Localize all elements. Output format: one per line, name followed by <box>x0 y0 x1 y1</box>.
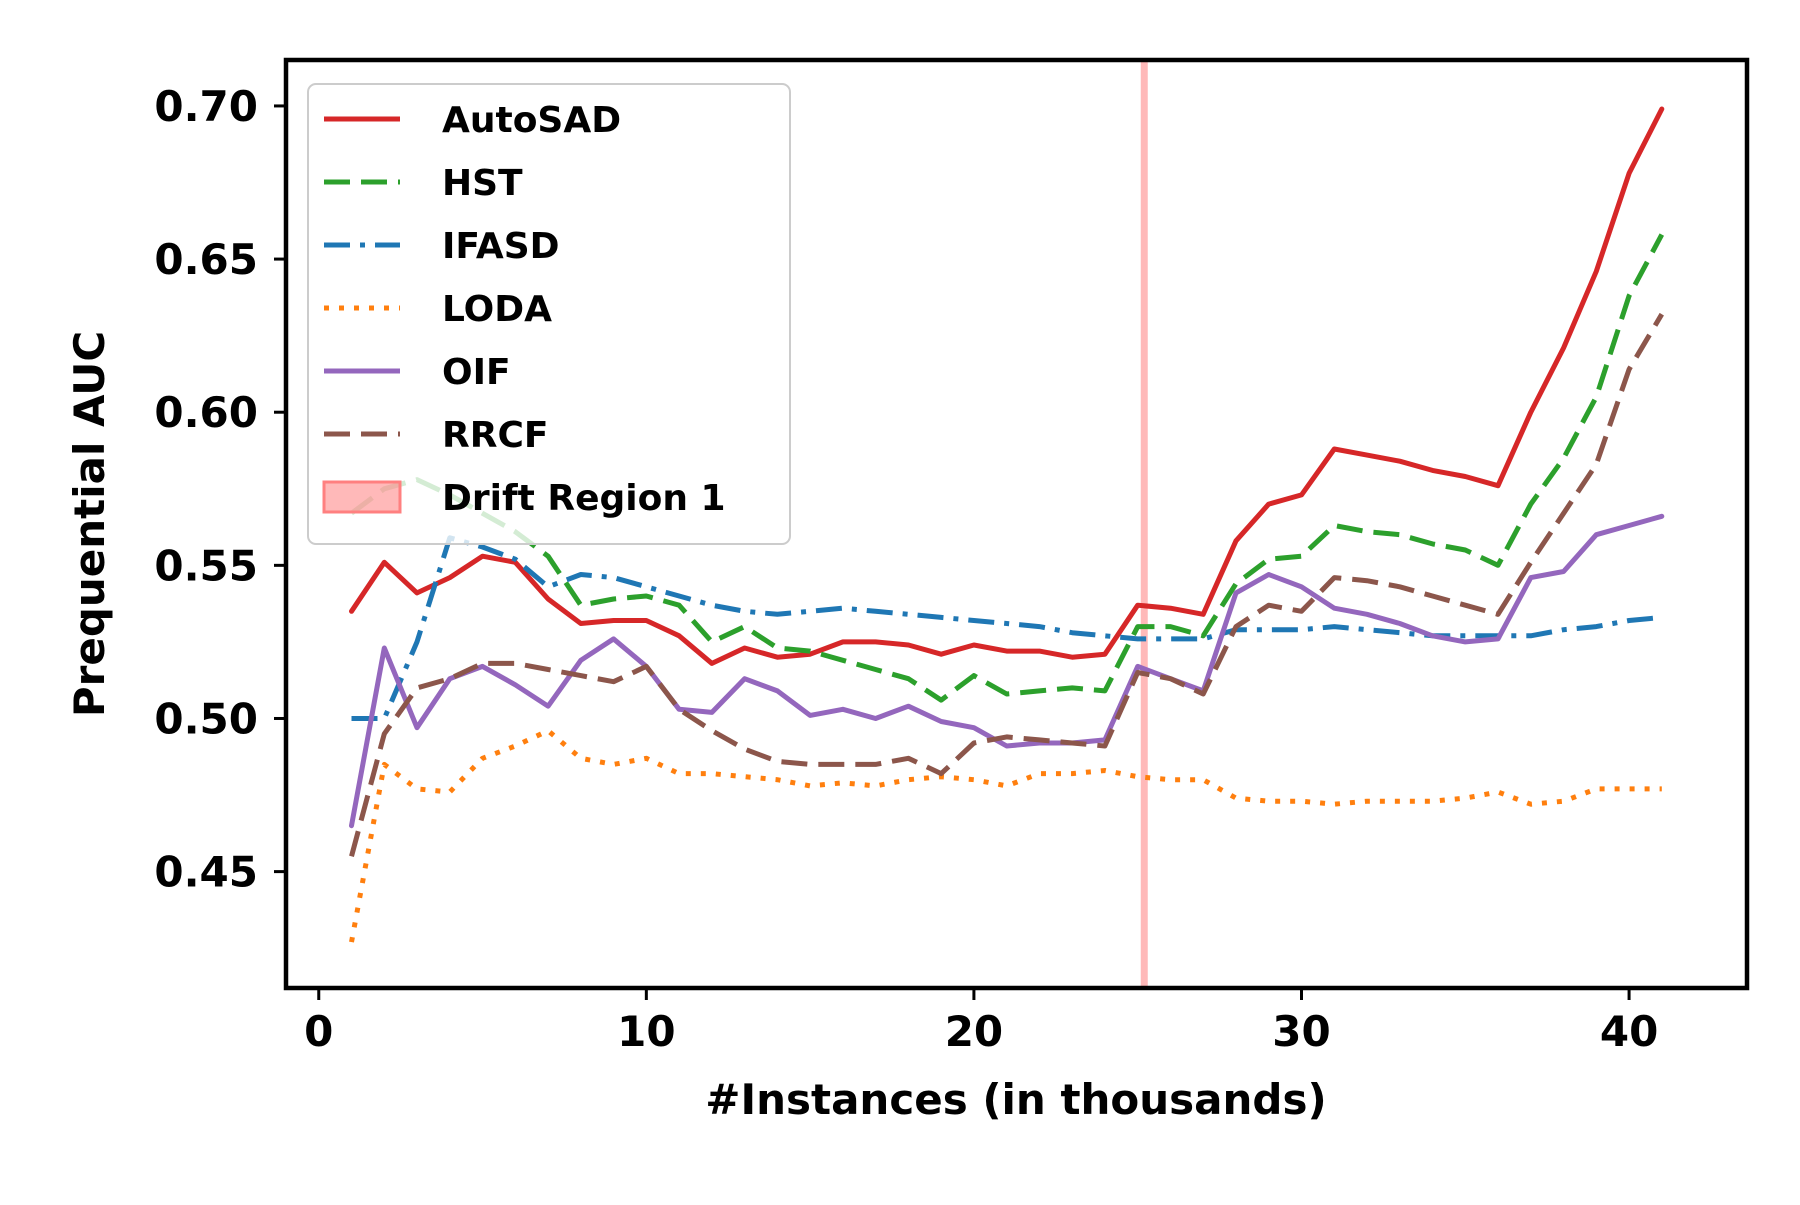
x-tick-label: 20 <box>945 1007 1003 1056</box>
y-tick-label: 0.50 <box>154 694 258 743</box>
series-line-autosad <box>349 106 1665 666</box>
legend: AutoSAD HST IFASD LODA OIF RRCF Drift Region 1 <box>307 83 791 545</box>
legend-label-oif: OIF <box>442 352 511 393</box>
legend-swatch-drift-region <box>322 480 402 514</box>
legend-label-rrcf: RRCF <box>442 415 548 456</box>
x-axis-label: #Instances (in thousands) <box>705 1075 1326 1124</box>
y-tick-label: 0.65 <box>154 235 258 284</box>
x-tick-label: 0 <box>304 1007 333 1056</box>
x-tick-label: 10 <box>617 1007 675 1056</box>
x-tick-label: 40 <box>1600 1007 1658 1056</box>
legend-label-hst: HST <box>442 163 523 204</box>
y-tick-label: 0.60 <box>154 388 258 437</box>
series-line-rrcf <box>349 312 1664 857</box>
legend-label-ifasd: IFASD <box>442 226 560 267</box>
series-lines-layer <box>349 60 1665 988</box>
y-tick-label: 0.55 <box>154 541 258 590</box>
series-line-loda <box>349 728 1662 943</box>
legend-label-autosad: AutoSAD <box>442 100 621 141</box>
plot-area-frame <box>283 57 1750 991</box>
axis-ticks-layer: 0 10 20 30 40 0.45 0.50 0.55 0.60 0.65 0.70 <box>154 82 1658 1056</box>
x-tick-label: 30 <box>1272 1007 1330 1056</box>
legend-label-loda: LODA <box>442 289 552 330</box>
legend-label-drift-region: Drift Region 1 <box>442 478 726 519</box>
legend-box <box>307 83 791 545</box>
y-axis-label: Prequential AUC <box>65 331 114 717</box>
y-tick-label: 0.70 <box>154 82 258 131</box>
series-line-hst <box>350 233 1665 703</box>
y-tick-label: 0.45 <box>154 848 258 897</box>
